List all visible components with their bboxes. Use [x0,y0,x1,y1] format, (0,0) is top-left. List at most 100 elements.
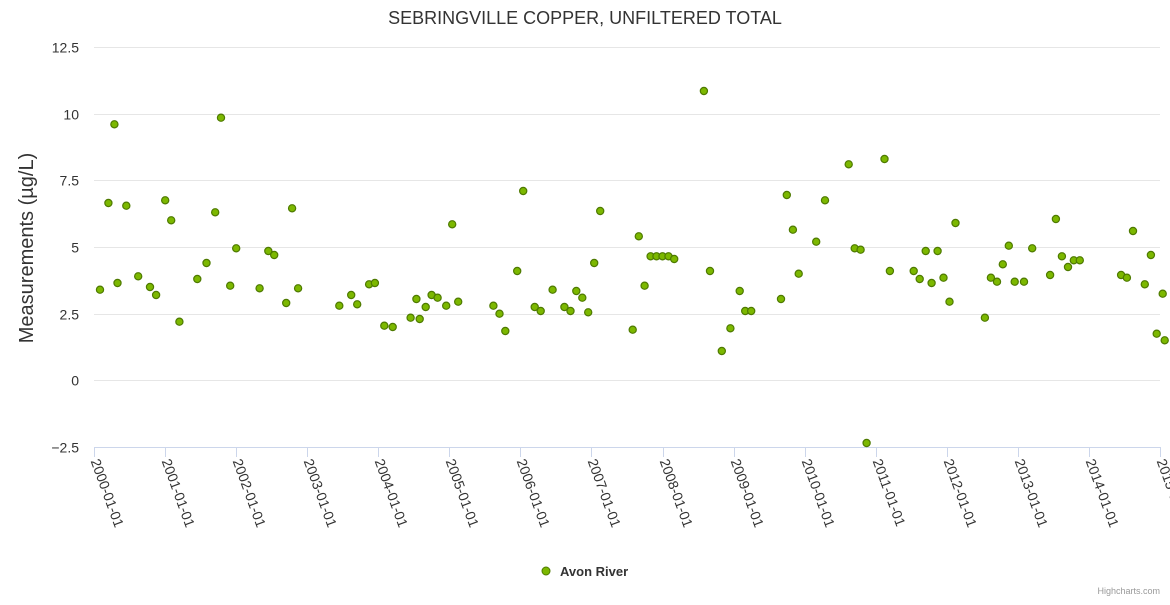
data-point[interactable] [370,278,380,288]
data-point[interactable] [590,258,599,268]
legend-label-avon-river[interactable]: Avon River [560,564,628,579]
data-point[interactable] [421,302,430,312]
data-point[interactable] [270,250,279,260]
data-point[interactable] [255,284,264,293]
data-point[interactable] [380,321,389,330]
data-point[interactable] [640,281,649,290]
data-point[interactable] [992,277,1002,286]
data-point[interactable] [454,297,463,306]
data-point[interactable] [705,266,715,276]
data-point[interactable] [726,324,735,333]
credits-link[interactable]: Highcharts.com [1097,586,1160,596]
data-point[interactable] [717,346,727,356]
data-point[interactable] [986,273,996,282]
data-point[interactable] [1004,241,1014,250]
data-point[interactable] [1063,262,1073,272]
data-point[interactable] [210,208,220,217]
data-point[interactable] [909,266,918,276]
data-point[interactable] [980,313,990,322]
data-points[interactable] [95,86,1169,448]
data-point[interactable] [670,254,679,264]
data-point[interactable] [945,297,954,306]
data-point[interactable] [820,196,830,205]
data-point[interactable] [939,273,948,282]
data-point[interactable] [933,246,942,256]
data-point[interactable] [175,317,184,326]
data-point[interactable] [776,294,786,304]
data-point[interactable] [133,272,143,281]
data-point[interactable] [282,298,291,308]
data-point[interactable] [844,160,853,169]
data-point[interactable] [519,186,528,196]
data-point[interactable] [347,290,356,300]
data-point[interactable] [927,278,936,288]
data-point[interactable] [1051,214,1061,224]
data-point[interactable] [1140,280,1150,289]
data-point[interactable] [788,225,798,234]
data-point[interactable] [735,286,744,296]
data-point[interactable] [151,290,161,300]
data-point[interactable] [812,237,821,246]
data-point[interactable] [1057,252,1067,261]
data-point[interactable] [193,274,202,284]
data-point[interactable] [921,246,930,256]
data-point[interactable] [794,269,803,278]
data-point[interactable] [628,325,637,334]
data-point[interactable] [536,306,545,316]
data-point[interactable] [596,206,605,216]
legend[interactable]: Avon River [541,564,628,579]
data-point[interactable] [880,154,889,164]
data-point[interactable] [915,274,924,284]
data-point[interactable] [145,282,155,292]
data-point[interactable] [166,216,176,225]
data-point[interactable] [951,218,960,228]
data-point[interactable] [1075,256,1085,265]
data-point[interactable] [353,300,362,309]
data-point[interactable] [856,245,865,254]
data-point[interactable] [530,302,539,312]
data-point[interactable] [572,286,581,296]
data-point[interactable] [1128,226,1138,236]
data-point[interactable] [442,301,451,310]
data-point[interactable] [433,293,442,302]
data-point[interactable] [406,313,415,322]
data-point[interactable] [634,232,644,241]
data-point[interactable] [335,301,344,310]
data-point[interactable] [495,309,504,318]
data-point[interactable] [747,306,756,316]
data-point[interactable] [578,293,587,302]
data-point[interactable] [160,196,170,205]
data-point[interactable] [1160,336,1169,345]
data-point[interactable] [216,113,226,122]
data-point[interactable] [113,278,122,288]
data-point[interactable] [489,301,498,310]
data-point[interactable] [548,285,557,294]
data-point[interactable] [1045,270,1055,280]
data-point[interactable] [998,260,1008,269]
data-point[interactable] [1146,250,1156,260]
data-point[interactable] [699,86,709,96]
data-point[interactable] [225,281,235,290]
data-point[interactable] [782,190,792,200]
data-point[interactable] [566,306,575,316]
data-point[interactable] [388,322,397,332]
data-point[interactable] [560,302,569,312]
data-point[interactable] [1010,277,1019,286]
data-point[interactable] [287,204,297,213]
data-point[interactable] [1152,329,1161,338]
data-point[interactable] [95,285,105,294]
data-point[interactable] [293,284,303,293]
data-point[interactable] [1027,244,1037,253]
data-point[interactable] [122,201,131,210]
data-point[interactable] [110,120,119,129]
data-point[interactable] [501,326,510,336]
data-point[interactable] [231,244,241,253]
data-point[interactable] [513,266,522,276]
data-point[interactable] [202,258,211,268]
data-point[interactable] [862,438,871,448]
data-point[interactable] [1019,277,1029,286]
data-point[interactable] [584,308,593,317]
data-point[interactable] [264,246,273,256]
data-point[interactable] [448,220,457,229]
data-point[interactable] [412,294,421,304]
